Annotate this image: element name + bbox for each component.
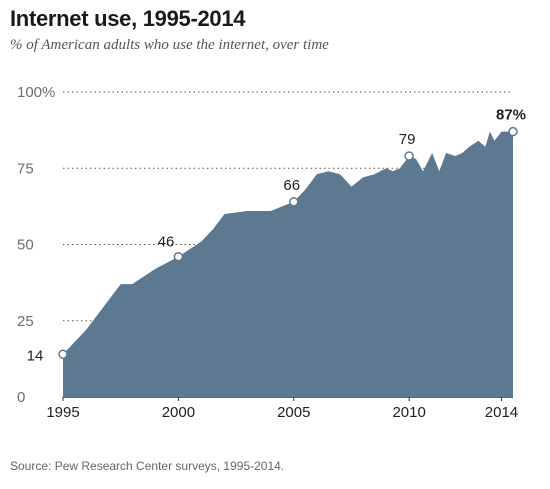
- series-area: [63, 131, 513, 397]
- chart-subtitle: % of American adults who use the interne…: [10, 37, 329, 53]
- y-tick-label: 100%: [17, 84, 55, 101]
- marker-layer: [58, 126, 518, 360]
- y-tick-label: 0: [17, 389, 25, 406]
- area-layer: [63, 131, 513, 397]
- source-note: Source: Pew Research Center surveys, 199…: [10, 459, 285, 473]
- data-point-marker: [508, 126, 518, 137]
- data-label: 46: [158, 234, 175, 251]
- x-tick-label: 2014: [485, 404, 518, 421]
- data-point-marker: [58, 349, 68, 360]
- x-tick-label: 2010: [392, 404, 425, 421]
- y-tick-label: 50: [17, 237, 34, 254]
- data-point-marker: [289, 197, 299, 207]
- label-layer: 0 25 50 75 100% 1995 2000 2005 2010 2014 14 46 66 79 8…: [17, 84, 526, 421]
- x-tick-label: 2005: [277, 404, 310, 421]
- data-label: 79: [399, 131, 416, 148]
- y-tick-label: 75: [17, 160, 34, 177]
- data-point-marker: [404, 151, 414, 161]
- x-tick-label: 1995: [46, 404, 79, 421]
- y-tick-label: 25: [17, 313, 34, 330]
- data-label: 14: [27, 347, 44, 364]
- data-label: 87%: [496, 107, 526, 124]
- data-point-marker: [173, 251, 184, 262]
- x-tick-label: 2000: [162, 404, 195, 421]
- chart-title: Internet use, 1995-2014: [10, 6, 246, 31]
- data-label: 66: [283, 177, 300, 194]
